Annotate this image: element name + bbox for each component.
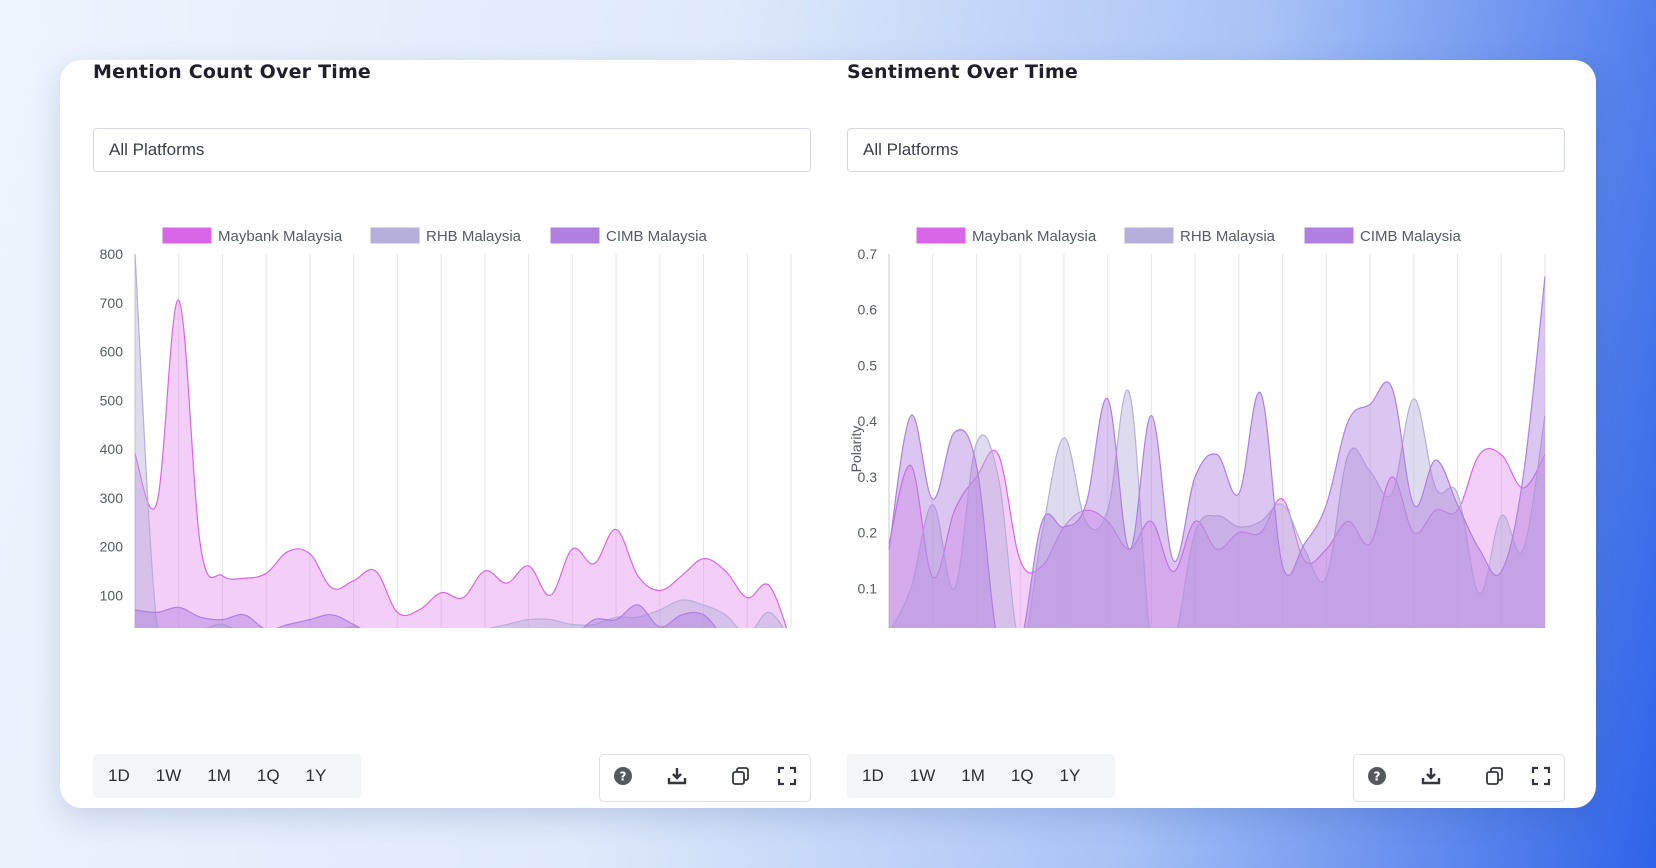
svg-text:?: ? xyxy=(1374,770,1381,784)
series-line xyxy=(134,299,788,628)
series-line xyxy=(888,276,1546,628)
legend-label: RHB Malaysia xyxy=(426,228,522,245)
sentiment-chart: Maybank Malaysia RHB Malaysia CIMB Malaysi… xyxy=(847,208,1565,628)
series-area xyxy=(889,276,1545,628)
legend-swatch xyxy=(1124,227,1174,244)
y-tick-label: 0.2 xyxy=(858,525,878,541)
y-tick-label: 600 xyxy=(100,344,124,360)
y-tick-label: 700 xyxy=(100,295,124,311)
series-area xyxy=(891,390,1545,628)
time-range-group: 1D 1W 1M 1Q 1Y xyxy=(847,754,1115,798)
range-1q-button[interactable]: 1Q xyxy=(1010,766,1034,785)
legend-swatch xyxy=(162,227,212,244)
legend-label: CIMB Malaysia xyxy=(606,228,708,245)
range-1y-button[interactable]: 1Y xyxy=(1059,766,1081,785)
download-icon[interactable] xyxy=(666,765,688,787)
range-1d-button[interactable]: 1D xyxy=(108,766,130,785)
help-icon[interactable]: ? xyxy=(1366,765,1388,787)
copy-icon[interactable] xyxy=(1484,765,1506,787)
copy-icon[interactable] xyxy=(730,765,752,787)
series-line xyxy=(890,389,1546,628)
legend-label: CIMB Malaysia xyxy=(1360,228,1462,245)
legend-swatch xyxy=(550,227,600,244)
range-1d-button[interactable]: 1D xyxy=(862,766,884,785)
legend-swatch xyxy=(916,227,966,244)
chart-svg: Maybank Malaysia RHB Malaysia CIMB Malaysi… xyxy=(848,227,1546,628)
y-tick-label: 0.1 xyxy=(858,580,878,596)
series-area xyxy=(889,448,1545,628)
platform-select[interactable]: All Platforms xyxy=(93,128,811,172)
y-tick-label: 400 xyxy=(100,441,124,457)
legend-label: Maybank Malaysia xyxy=(972,228,1097,245)
fullscreen-icon[interactable] xyxy=(1530,765,1552,787)
time-range-group: 1D 1W 1M 1Q 1Y xyxy=(93,754,361,798)
platform-select[interactable]: All Platforms xyxy=(847,128,1565,172)
range-1w-button[interactable]: 1W xyxy=(909,766,936,785)
range-1y-button[interactable]: 1Y xyxy=(305,766,327,785)
y-tick-label: 800 xyxy=(100,246,124,262)
help-icon[interactable]: ? xyxy=(612,765,634,787)
y-tick-label: 0.3 xyxy=(858,469,878,485)
mention-count-panel: Mention Count Over Time All Platforms Ma… xyxy=(93,60,811,808)
download-icon[interactable] xyxy=(1420,765,1442,787)
chart-toolbar: ? xyxy=(1353,754,1565,802)
range-1w-button[interactable]: 1W xyxy=(155,766,182,785)
dashboard-card: Mention Count Over Time All Platforms Ma… xyxy=(60,60,1596,808)
legend-label: Maybank Malaysia xyxy=(218,228,343,245)
y-tick-label: 500 xyxy=(100,392,124,408)
range-1m-button[interactable]: 1M xyxy=(207,766,231,785)
y-tick-label: 100 xyxy=(100,587,124,603)
legend-swatch xyxy=(1304,227,1354,244)
series-line xyxy=(134,604,717,628)
series-line xyxy=(888,447,1546,579)
legend-swatch xyxy=(370,227,420,244)
range-1q-button[interactable]: 1Q xyxy=(256,766,280,785)
y-tick-label: 300 xyxy=(100,490,124,506)
range-1m-button[interactable]: 1M xyxy=(961,766,985,785)
chart-toolbar: ? xyxy=(599,754,811,802)
series-area xyxy=(135,300,787,628)
fullscreen-icon[interactable] xyxy=(776,765,798,787)
y-tick-label: 0.5 xyxy=(858,357,878,373)
y-tick-label: 0.6 xyxy=(858,302,878,318)
mention-count-chart: Maybank Malaysia RHB Malaysia CIMB Malaysi… xyxy=(93,208,811,628)
sentiment-panel: Sentiment Over Time All Platforms Mayban… xyxy=(847,60,1565,808)
chart-svg: Maybank Malaysia RHB Malaysia CIMB Malaysi… xyxy=(100,227,792,628)
legend-label: RHB Malaysia xyxy=(1180,228,1276,245)
platform-select-value: All Platforms xyxy=(863,140,959,159)
svg-text:?: ? xyxy=(620,770,627,784)
y-tick-label: 0.4 xyxy=(858,413,878,429)
series-area xyxy=(135,604,717,628)
panel-title: Sentiment Over Time xyxy=(847,61,1078,83)
y-tick-label: 0.7 xyxy=(858,246,878,262)
platform-select-value: All Platforms xyxy=(109,140,205,159)
y-axis-label: Polarity xyxy=(848,426,864,473)
panel-title: Mention Count Over Time xyxy=(93,61,372,83)
y-tick-label: 200 xyxy=(100,539,124,555)
series-line xyxy=(134,253,784,628)
